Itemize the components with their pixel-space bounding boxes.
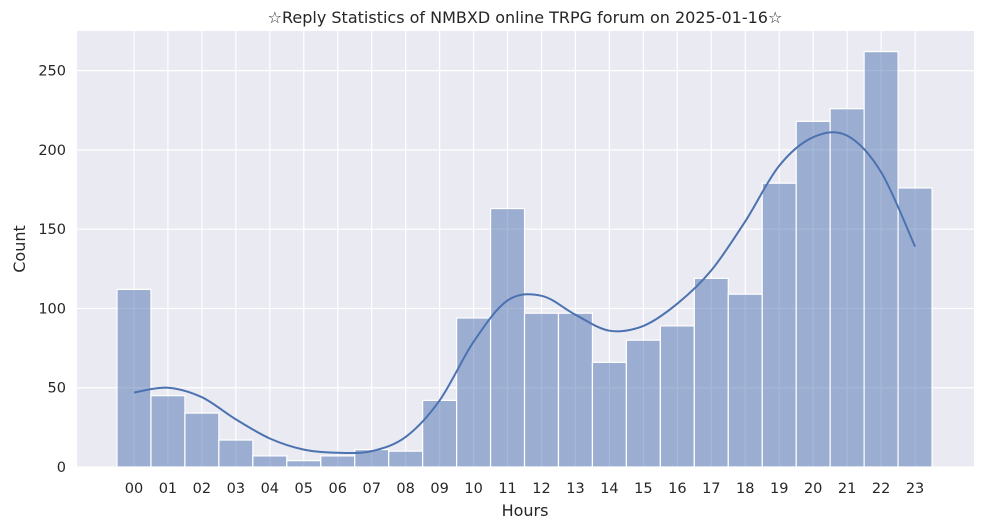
y-tick-label: 50 <box>48 381 66 397</box>
kde-line <box>133 131 917 455</box>
x-tick-label: 21 <box>838 481 856 497</box>
x-tick-label: 10 <box>464 481 482 497</box>
bar <box>422 399 458 468</box>
x-tick-label: 22 <box>872 481 890 497</box>
y-tick-label: 0 <box>57 460 66 476</box>
chart-title: ☆Reply Statistics of NMBXD online TRPG f… <box>268 8 783 27</box>
bar <box>252 455 288 468</box>
bar <box>557 312 594 468</box>
bar <box>863 51 899 468</box>
x-tick-label: 20 <box>804 481 822 497</box>
y-axis-label: Count <box>10 225 29 273</box>
x-tick-label: 18 <box>736 481 754 497</box>
x-axis-label: Hours <box>502 501 549 520</box>
bar <box>795 120 831 468</box>
bar <box>523 312 560 468</box>
x-tick-label: 16 <box>668 481 686 497</box>
bar <box>489 207 526 468</box>
bar <box>659 325 695 468</box>
bar <box>829 108 865 468</box>
bar <box>693 277 729 468</box>
bars <box>116 51 933 468</box>
x-tick-labels: 00 01 02 03 04 05 06 07 08 09 10 11 12 13 14 15 16 17 18 19… <box>125 481 925 497</box>
y-tick-label: 250 <box>38 64 66 80</box>
x-tick-label: 09 <box>430 481 448 497</box>
x-tick-label: 23 <box>906 481 924 497</box>
x-tick-label: 19 <box>770 481 788 497</box>
y-tick-label: 100 <box>38 301 66 317</box>
x-tick-label: 02 <box>193 481 211 497</box>
bar <box>591 361 628 468</box>
bar <box>184 412 220 468</box>
y-tick-labels: 0 50 100 150 200 250 <box>38 64 66 476</box>
bar <box>218 439 254 468</box>
bar <box>727 293 763 468</box>
x-tick-label: 05 <box>295 481 313 497</box>
x-tick-label: 12 <box>532 481 550 497</box>
x-tick-label: 07 <box>362 481 380 497</box>
x-tick-label: 08 <box>396 481 414 497</box>
x-tick-label: 13 <box>566 481 584 497</box>
bar <box>625 339 661 468</box>
x-tick-label: 00 <box>125 481 143 497</box>
x-tick-label: 01 <box>159 481 177 497</box>
bar <box>150 395 186 468</box>
x-tick-label: 11 <box>498 481 516 497</box>
bar <box>320 455 356 468</box>
x-tick-label: 17 <box>702 481 720 497</box>
x-tick-label: 06 <box>329 481 347 497</box>
x-tick-label: 03 <box>227 481 245 497</box>
bar <box>286 460 322 468</box>
bar <box>116 288 152 468</box>
y-tick-label: 150 <box>38 222 66 238</box>
bar <box>897 187 933 468</box>
x-tick-label: 04 <box>261 481 279 497</box>
kde-curve <box>133 131 917 455</box>
x-tick-label: 14 <box>600 481 618 497</box>
y-tick-label: 200 <box>38 143 66 159</box>
bar <box>388 450 424 468</box>
bar <box>761 182 797 468</box>
x-tick-label: 15 <box>634 481 652 497</box>
